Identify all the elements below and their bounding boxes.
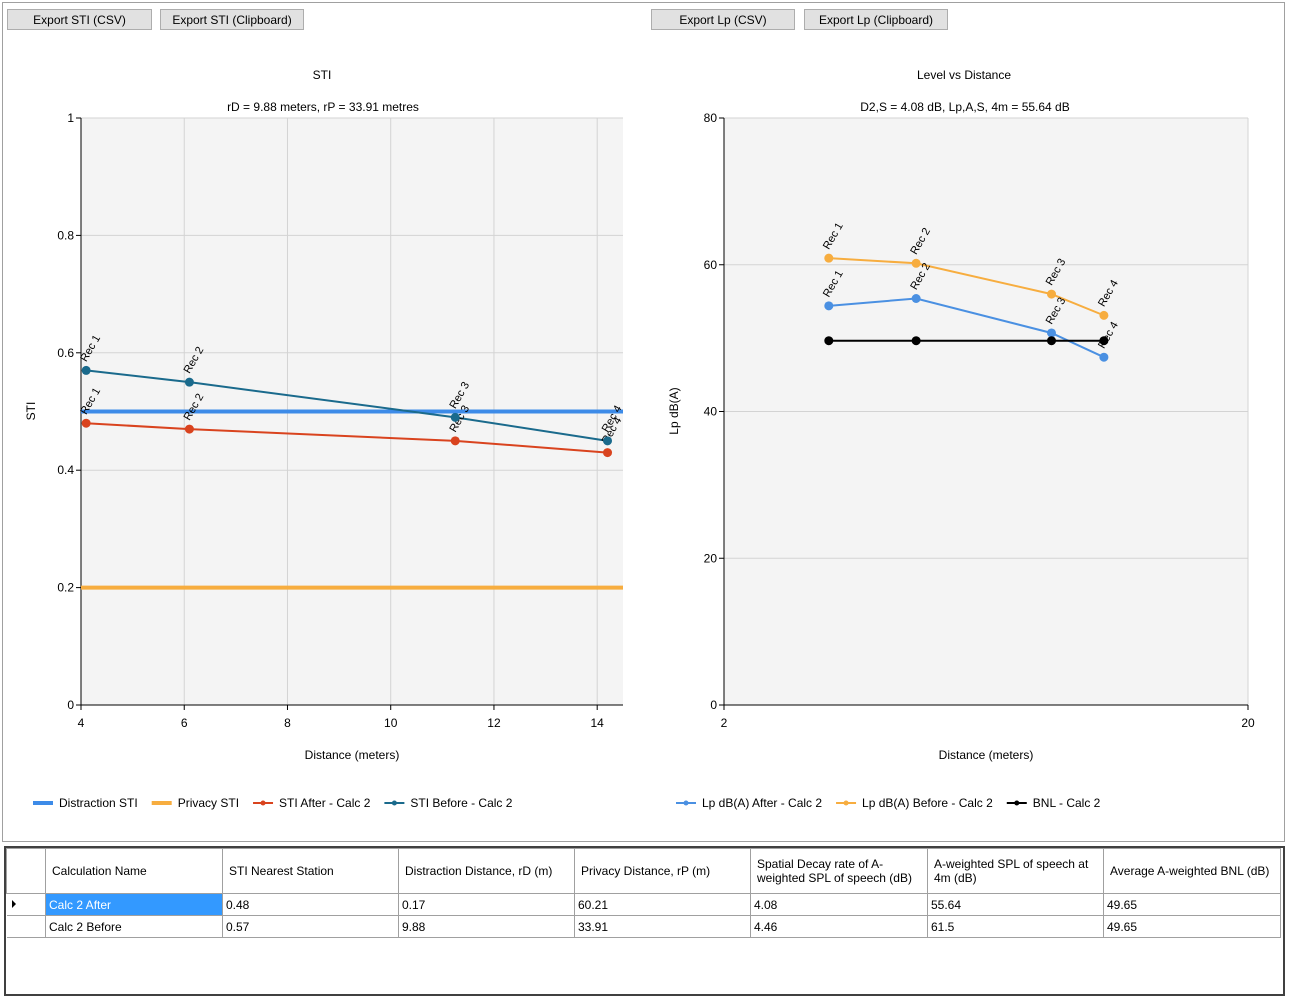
table-cell: 4.08 xyxy=(750,893,928,916)
export-button[interactable]: Export STI (CSV) xyxy=(7,9,152,30)
column-header: Privacy Distance, rP (m) xyxy=(574,848,751,894)
x-tick-label: 8 xyxy=(284,716,291,730)
table-cell: 61.5 xyxy=(927,915,1104,938)
x-tick-label: 12 xyxy=(487,716,501,730)
row-indicator xyxy=(11,899,16,908)
charts: STI rD = 9.88 meters, rP = 33.91 metres 0 0… xyxy=(24,68,1255,810)
column-header: Distraction Distance, rD (m) xyxy=(398,848,575,894)
table-row: Calc 2 Before 0.57 9.88 33.91 4.46 61.5 49.65 xyxy=(6,915,1281,938)
data-point xyxy=(824,253,834,263)
column-header: STI Nearest Station xyxy=(222,848,399,894)
table-cell: 9.88 xyxy=(398,915,575,938)
legend-label: Lp dB(A) Before - Calc 2 xyxy=(862,796,993,810)
series-line xyxy=(86,422,608,454)
export-button[interactable]: Export STI (Clipboard) xyxy=(160,9,304,30)
data-point xyxy=(1099,336,1109,346)
chart-subtitle: D2,S = 4.08 dB, Lp,A,S, 4m = 55.64 dB xyxy=(860,100,1069,114)
column-header: Spatial Decay rate of A-weighted SPL of … xyxy=(750,848,928,894)
chart-panel xyxy=(2,2,1285,842)
table-cell: Calc 2 After xyxy=(45,893,223,916)
table-cell: 49.65 xyxy=(1103,893,1281,916)
x-tick-label: 10 xyxy=(384,716,398,730)
data-point xyxy=(824,301,834,311)
data-point xyxy=(81,418,91,428)
chart-subtitle: rD = 9.88 meters, rP = 33.91 metres xyxy=(227,100,419,114)
legend-label: Lp dB(A) After - Calc 2 xyxy=(702,796,822,810)
row-header xyxy=(6,915,46,938)
y-axis-label: STI xyxy=(24,402,38,421)
table-cell: 4.46 xyxy=(750,915,928,938)
results-grid: Calculation Name STI Nearest Station Distr… xyxy=(4,846,1285,996)
x-tick-label: 4 xyxy=(78,716,85,730)
data-point xyxy=(603,448,613,458)
column-header: Average A-weighted BNL (dB) xyxy=(1103,848,1281,894)
data-point xyxy=(450,436,460,446)
x-tick-label: 6 xyxy=(181,716,188,730)
table-cell: Calc 2 Before xyxy=(45,915,223,938)
y-tick-label: 0.2 xyxy=(57,581,74,595)
row-header xyxy=(6,848,46,894)
row-header xyxy=(6,893,46,916)
column-header: Calculation Name xyxy=(45,848,223,894)
y-tick-label: 1 xyxy=(67,111,74,125)
data-point xyxy=(824,336,834,346)
data-point xyxy=(1047,289,1056,299)
legend-label: BNL - Calc 2 xyxy=(1033,796,1101,810)
y-tick-label: 80 xyxy=(704,111,718,125)
data-point xyxy=(184,424,194,434)
data-point xyxy=(1047,328,1056,338)
table-row: Calc 2 After 0.48 0.17 60.21 4.08 55.64 49.65 xyxy=(6,893,1281,916)
series-line xyxy=(828,297,1105,359)
data-point xyxy=(184,377,194,387)
data-point xyxy=(1099,352,1109,362)
x-axis-label: Distance (meters) xyxy=(939,748,1034,762)
table-cell: 33.91 xyxy=(574,915,751,938)
x-tick-label: 14 xyxy=(591,716,605,730)
table-cell: 0.57 xyxy=(222,915,399,938)
data-point xyxy=(450,412,460,422)
data-point xyxy=(1099,310,1109,320)
y-tick-label: 40 xyxy=(704,405,718,419)
data-point xyxy=(911,258,921,268)
table-cell: 60.21 xyxy=(574,893,751,916)
series-line xyxy=(86,369,608,442)
export-button[interactable]: Export Lp (Clipboard) xyxy=(804,9,948,30)
x-tick-label: 20 xyxy=(1241,716,1255,730)
x-axis-label: Distance (meters) xyxy=(305,748,400,762)
legend-label: Privacy STI xyxy=(178,796,239,810)
series-line xyxy=(828,257,1105,317)
legend-label: STI After - Calc 2 xyxy=(279,796,371,810)
table-cell: 55.64 xyxy=(927,893,1104,916)
data-point xyxy=(1047,336,1056,346)
y-tick-label: 0 xyxy=(67,698,74,712)
y-tick-label: 60 xyxy=(704,258,718,272)
y-tick-label: 20 xyxy=(704,551,718,565)
y-tick-label: 0.4 xyxy=(57,463,74,477)
table-cell: 0.17 xyxy=(398,893,575,916)
chart-title: Level vs Distance xyxy=(917,68,1011,82)
data-point xyxy=(911,294,921,304)
table-cell: 0.48 xyxy=(222,893,399,916)
x-tick-label: 2 xyxy=(721,716,728,730)
y-tick-label: 0 xyxy=(710,698,717,712)
legend-marker xyxy=(391,800,397,806)
y-tick-label: 0.6 xyxy=(57,346,74,360)
legend-marker xyxy=(843,800,849,806)
column-header: A-weighted SPL of speech at 4m (dB) xyxy=(927,848,1104,894)
legend-marker xyxy=(260,800,266,806)
results-table: Calculation Name STI Nearest Station Distr… xyxy=(6,848,1281,938)
legend-marker xyxy=(683,800,689,806)
legend-marker xyxy=(1014,800,1020,806)
legend-label: STI Before - Calc 2 xyxy=(410,796,512,810)
data-point xyxy=(911,336,921,346)
legend-label: Distraction STI xyxy=(59,796,138,810)
data-point xyxy=(81,365,91,375)
y-axis-label: Lp dB(A) xyxy=(667,387,681,434)
export-button[interactable]: Export Lp (CSV) xyxy=(651,9,795,30)
y-tick-label: 0.8 xyxy=(57,228,74,242)
chart-title: STI xyxy=(313,68,332,82)
table-cell: 49.65 xyxy=(1103,915,1281,938)
data-point xyxy=(603,436,613,446)
